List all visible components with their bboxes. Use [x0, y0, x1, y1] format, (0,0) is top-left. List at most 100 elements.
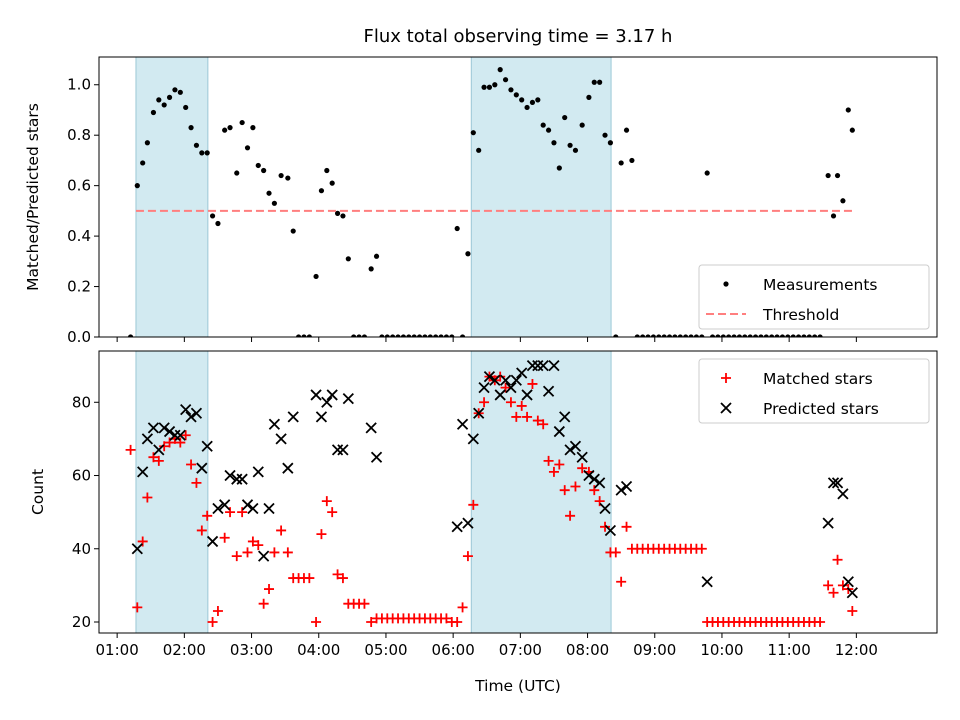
top-measurement-point-115: [758, 334, 764, 337]
bottom-matched-point-18: [225, 507, 236, 518]
top-measurement-point-128: [830, 213, 837, 219]
bottom-predicted-point-55: [542, 385, 555, 397]
bottom-predicted-point-2: [141, 433, 154, 445]
bottom-predicted-point-23: [258, 550, 270, 562]
top-measurement-point-113: [747, 334, 753, 337]
bottom-predicted-point-50: [516, 367, 528, 379]
top-measurement-point-104: [699, 334, 705, 337]
top-measurement-point-107: [715, 334, 721, 337]
bottom-matched-point-15: [207, 617, 218, 628]
bottom-predicted-point-43: [478, 381, 490, 394]
top-measurement-point-67: [497, 67, 503, 73]
top-measurement-point-82: [579, 122, 585, 128]
top-measurement-point-20: [239, 119, 245, 126]
top-measurement-point-28: [285, 175, 291, 181]
top-measurement-point-34: [318, 188, 325, 194]
bottom-matched-point-59: [452, 617, 463, 628]
bottom-matched-point-19: [231, 551, 242, 562]
bottom-predicted-point-62: [583, 469, 595, 482]
top-measurement-point-87: [607, 140, 614, 146]
bottom-predicted-point-52: [526, 360, 539, 372]
bottom-matched-point-36: [327, 507, 338, 518]
top-measurement-point-9: [177, 89, 183, 95]
top-measurement-point-4: [150, 109, 157, 116]
bottom-matched-point-57: [441, 613, 452, 624]
top-measurement-point-2: [140, 160, 146, 166]
bottom-predicted-point-27: [282, 462, 294, 474]
bottom-matched-point-13: [196, 525, 207, 536]
bottom-matched-point-32: [304, 573, 315, 584]
top-measurement-point-108: [720, 334, 726, 337]
top-measurement-point-56: [438, 334, 444, 337]
bottom-matched-point-79: [559, 485, 570, 496]
bottom-matched-point-126: [815, 617, 826, 628]
top-measurement-point-78: [556, 165, 562, 171]
bottom-matched-point-129: [832, 554, 843, 565]
bottom-predicted-point-40: [462, 517, 474, 529]
top-measurement-point-57: [443, 334, 450, 337]
top-measurement-point-32: [306, 334, 312, 337]
bottom-predicted-point-11: [190, 407, 203, 419]
top-measurement-point-94: [645, 334, 651, 337]
top-measurement-point-39: [345, 256, 351, 262]
bottom-legend-marker-0: [721, 373, 731, 383]
bottom-predicted-point-34: [337, 444, 349, 456]
bottom-matched-point-61: [462, 551, 473, 562]
bottom-matched-point-127: [823, 580, 834, 591]
bottom-predicted-point-8: [174, 429, 186, 441]
top-legend-label-0: Measurements: [763, 276, 878, 294]
bottom-y-tick-label-3: 80: [72, 393, 91, 411]
top-measurement-point-105: [704, 170, 710, 176]
bottom-predicted-point-20: [241, 499, 254, 511]
top-measurement-point-88: [613, 334, 619, 337]
top-measurement-point-31: [301, 334, 307, 337]
top-legend-box: [698, 264, 930, 330]
bottom-predicted-point-54: [537, 360, 549, 372]
top-measurement-point-13: [199, 150, 205, 156]
bottom-matched-point-42: [359, 598, 370, 609]
bottom-predicted-point-47: [499, 374, 512, 386]
top-measurement-point-60: [459, 334, 466, 337]
bottom-predicted-point-36: [365, 422, 377, 434]
top-measurement-point-114: [752, 334, 759, 337]
bottom-predicted-point-57: [553, 425, 565, 438]
top-measurement-point-95: [650, 334, 657, 337]
bottom-predicted-point-33: [331, 444, 344, 456]
top-measurement-point-47: [390, 334, 396, 337]
top-measurement-point-110: [731, 334, 737, 337]
top-measurement-point-43: [368, 266, 374, 272]
bottom-predicted-point-63: [588, 473, 600, 485]
bottom-predicted-point-19: [236, 473, 248, 485]
bottom-matched-point-89: [616, 576, 627, 587]
top-measurement-point-44: [373, 253, 380, 259]
bottom-matched-point-33: [311, 617, 322, 628]
top-measurement-point-64: [481, 84, 487, 90]
top-measurement-point-129: [834, 172, 841, 179]
bottom-predicted-point-13: [201, 440, 213, 452]
bottom-matched-point-77: [548, 466, 559, 477]
top-axes-frame: [98, 56, 938, 338]
top-y-tick-label-2: 0.4: [67, 227, 91, 245]
bottom-predicted-point-12: [196, 462, 208, 474]
top-measurement-point-17: [222, 127, 228, 133]
bottom-matched-point-70: [511, 411, 522, 422]
bottom-shaded-interval-0: [135, 350, 209, 634]
bottom-matched-point-76: [543, 455, 554, 466]
top-measurement-point-53: [422, 334, 428, 337]
bottom-matched-point-67: [495, 371, 506, 382]
top-measurement-point-10: [183, 104, 189, 111]
x-tick-label-3: 04:00: [297, 641, 340, 659]
bottom-matched-point-25: [264, 584, 275, 595]
top-measurement-point-83: [586, 94, 592, 100]
bottom-matched-point-23: [253, 540, 264, 551]
top-measurement-point-89: [618, 160, 624, 166]
bottom-matched-point-21: [242, 547, 253, 558]
x-axis-label: Time (UTC): [474, 677, 561, 695]
bottom-matched-point-43: [366, 617, 377, 628]
top-measurement-point-22: [250, 125, 256, 131]
top-measurement-point-79: [562, 114, 568, 121]
bottom-matched-point-24: [258, 598, 269, 609]
top-shaded-interval-0: [135, 56, 209, 338]
top-measurement-point-90: [623, 127, 630, 133]
bottom-predicted-point-18: [231, 473, 243, 485]
